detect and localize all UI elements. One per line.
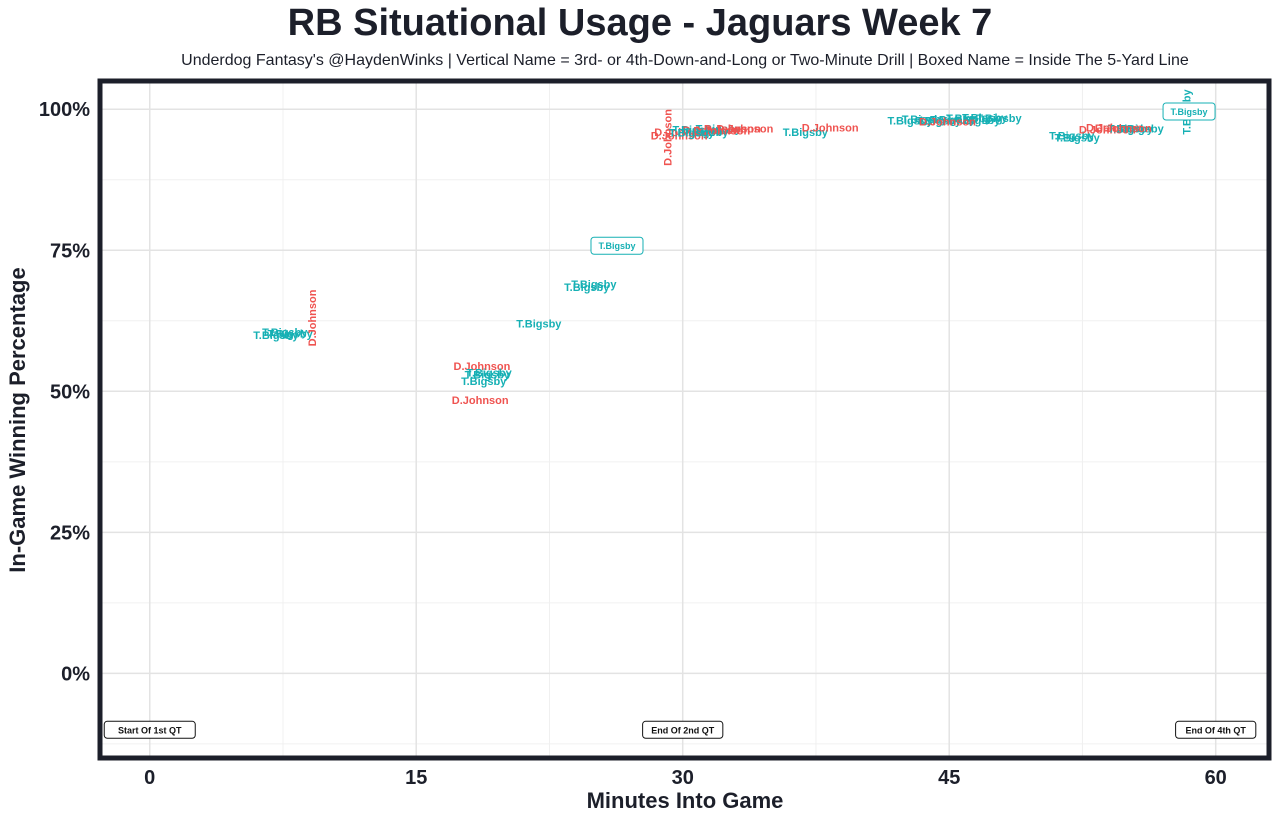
point-label: T.Bigsby: [253, 330, 299, 342]
point-label-boxed: T.Bigsby: [598, 241, 635, 251]
point-label-boxed: T.Bigsby: [1171, 107, 1208, 117]
annotation-box: [642, 720, 724, 739]
point-label: T.Bigsby: [1049, 131, 1095, 143]
chart-subtitle: Underdog Fantasy's @HaydenWinks | Vertic…: [181, 52, 1189, 69]
point-label: T.Bigsby: [465, 369, 511, 381]
point-label: D.Johnson: [1086, 122, 1143, 134]
point-label: D.Johnson: [716, 123, 773, 135]
point-label: D.Johnson: [452, 395, 509, 407]
point-label-vertical: D.Johnson: [307, 289, 319, 346]
point-label: D.Johnson: [683, 125, 740, 137]
point-box: [590, 236, 644, 255]
annotation-label: End Of 2nd QT: [651, 725, 714, 735]
annotation-box: [103, 720, 196, 739]
point-label: T.Bigsby: [930, 114, 976, 126]
y-axis-ticks: 0% 25% 50% 75% 100%: [39, 99, 90, 685]
point-label: T.Bigsby: [888, 115, 934, 127]
point-label: T.Bigsby: [955, 115, 1001, 127]
point-label: T.Bigsby: [946, 113, 992, 125]
quarter-annotations: Start Of 1st QT End Of 2nd QT End Of 4th Q…: [103, 720, 1257, 739]
point-label: T.Bigsby: [673, 125, 719, 137]
x-tick-label: 15: [405, 767, 427, 789]
point-label: T.Bigsby: [962, 113, 1008, 125]
point-label: D.Johnson: [654, 127, 711, 139]
point-label: T.Bigsby: [1118, 123, 1164, 135]
grid-lines: [100, 81, 1269, 758]
y-tick-label: 75%: [50, 240, 90, 262]
chart-title: RB Situational Usage - Jaguars Week 7: [287, 2, 993, 44]
point-label: T.Bigsby: [466, 368, 512, 380]
point-label: T.Bigsby: [267, 329, 313, 341]
point-label: D.Johnson: [704, 123, 761, 135]
point-label: T.Bigsby: [683, 127, 729, 139]
point-label: T.Bigsby: [564, 282, 610, 294]
point-label: T.Bigsby: [916, 115, 962, 127]
point-label: T.Bigsby: [571, 279, 617, 291]
point-label: T.Bigsby: [262, 327, 308, 339]
point-label: D.Johnson: [802, 122, 859, 134]
x-tick-label: 30: [672, 767, 694, 789]
point-label: T.Bigsby: [516, 319, 562, 331]
point-label: D.Johnson: [1095, 123, 1152, 135]
x-tick-label: 45: [938, 767, 960, 789]
point-label: T.Bigsby: [1055, 132, 1101, 144]
point-label: T.Bigsby: [976, 113, 1022, 125]
plot-frame: [97, 78, 1272, 761]
point-label: T.Bigsby: [1108, 123, 1154, 135]
point-label: T.Bigsby: [696, 123, 742, 135]
y-tick-label: 50%: [50, 381, 90, 403]
point-label-vertical: D.Johnson: [663, 109, 675, 166]
y-tick-label: 0%: [61, 663, 90, 685]
plot-background: [100, 81, 1269, 758]
x-axis-ticks: 0 15 30 45 60: [144, 767, 1227, 789]
x-axis-label: Minutes Into Game: [586, 788, 784, 813]
point-label: D.Johnson: [693, 126, 750, 138]
point-label: T.Bigsby: [669, 127, 715, 139]
y-tick-label: 100%: [39, 99, 90, 121]
point-label: D.Johnson: [919, 117, 976, 129]
x-tick-label: 0: [144, 767, 155, 789]
annotation-box: [1175, 720, 1257, 739]
y-tick-label: 25%: [50, 522, 90, 544]
x-tick-label: 60: [1205, 767, 1227, 789]
point-label: T.Bigsby: [461, 376, 507, 388]
point-label: D.Johnson: [1079, 125, 1136, 137]
point-label: D.Johnson: [454, 361, 511, 373]
point-label: T.Bigsby: [783, 127, 829, 139]
point-label: T.Bigsby: [902, 114, 948, 126]
point-label: D.Johnson: [651, 131, 708, 143]
annotation-label: Start Of 1st QT: [118, 725, 182, 735]
annotation-label: End Of 4th QT: [1185, 725, 1246, 735]
point-box: [1162, 102, 1216, 121]
